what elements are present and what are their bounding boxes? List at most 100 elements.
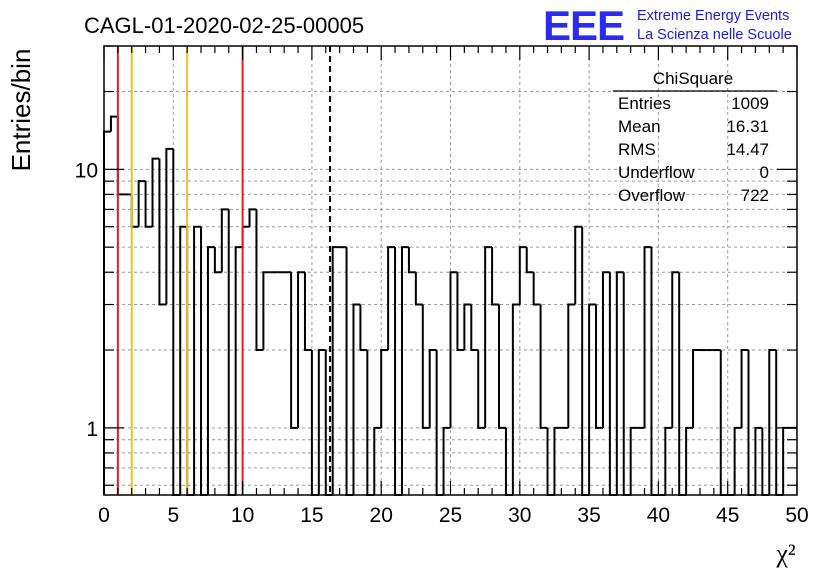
histogram-bin	[193, 225, 202, 495]
histogram-bin	[442, 426, 451, 495]
logo-line-2: La Scienza nelle Scuole	[637, 27, 792, 43]
histogram-bin	[380, 349, 389, 428]
histogram-bin	[692, 349, 700, 428]
histogram-bin	[435, 350, 444, 496]
histogram-bin	[137, 180, 146, 227]
histogram-bin	[213, 247, 222, 274]
histogram-bin	[588, 303, 597, 495]
histogram-bin	[747, 350, 756, 496]
histogram-bin	[414, 272, 423, 306]
stats-label: Overflow	[618, 186, 686, 205]
logo-mark: EEE	[543, 2, 624, 49]
y-tick-label: 10	[75, 159, 98, 182]
histogram-bin	[511, 303, 520, 495]
histogram-bin	[581, 226, 590, 496]
histogram-bin	[220, 208, 229, 273]
stats-box: ChiSquare Entries 1009 Mean 16.31 RMS 14.47 Un…	[613, 69, 777, 205]
histogram-bin	[539, 304, 548, 429]
histogram-bin	[532, 272, 541, 306]
histogram-bin	[103, 130, 111, 495]
histogram-bin	[740, 349, 749, 428]
histogram-bin	[130, 194, 139, 228]
histogram-bin	[595, 304, 603, 429]
histogram-bin	[359, 304, 368, 352]
histogram-bin	[352, 303, 361, 495]
histogram-bin	[116, 116, 125, 196]
histogram-bin	[345, 247, 354, 496]
histogram-bin	[768, 349, 777, 495]
histogram-bin	[151, 157, 160, 227]
histogram-bin	[394, 247, 402, 496]
histogram-bin	[373, 426, 382, 495]
x-axis-label: χ²	[775, 539, 796, 568]
histogram-bin	[567, 303, 576, 428]
stats-value: 722	[741, 186, 769, 205]
x-tick-label: 40	[647, 504, 670, 527]
y-tick-labels: 1 10	[75, 159, 98, 441]
histogram-bin	[484, 246, 493, 428]
stats-label: RMS	[618, 140, 656, 159]
stats-label: Mean	[618, 117, 661, 136]
histogram-bin	[498, 304, 506, 429]
logo-line-1: Extreme Energy Events	[637, 8, 789, 24]
x-tick-label: 20	[370, 504, 393, 527]
histogram-bin	[407, 247, 416, 274]
histogram-bin	[518, 246, 527, 305]
histogram-bin	[574, 225, 583, 305]
histogram-bin	[303, 272, 312, 352]
stats-value: 1009	[731, 94, 769, 113]
histogram-bin	[601, 271, 610, 428]
histogram-bin	[719, 350, 728, 496]
histogram-bin	[470, 304, 479, 352]
histogram-bin	[262, 271, 271, 351]
histogram-bin	[477, 350, 486, 429]
histogram-bin	[317, 349, 326, 495]
histogram-bin	[331, 246, 340, 495]
x-tick-label: 10	[231, 504, 254, 527]
histogram-bin	[671, 271, 680, 428]
histogram-bin	[615, 271, 624, 495]
histogram-bin	[234, 246, 243, 495]
histogram-bin	[525, 247, 534, 274]
histogram-bin	[491, 247, 500, 306]
histogram-bin	[109, 115, 118, 132]
stats-value: 0	[760, 163, 769, 182]
histogram-bin	[387, 246, 396, 351]
x-tick-label: 5	[167, 504, 179, 527]
histogram-bin	[158, 158, 167, 306]
histogram-bin	[622, 272, 631, 496]
histogram-bin	[608, 272, 617, 496]
x-tick-label: 25	[439, 504, 462, 527]
axis-ticks	[103, 45, 798, 495]
x-tick-label: 15	[300, 504, 323, 527]
histogram-bin	[400, 246, 409, 495]
eee-logo: EEE Extreme Energy Events La Scienza nel…	[543, 2, 792, 49]
stats-label: Entries	[618, 94, 671, 113]
histogram-bin	[678, 272, 687, 496]
histogram-bin	[241, 225, 250, 248]
histogram-bin	[456, 272, 465, 352]
stats-name: ChiSquare	[653, 69, 733, 88]
stats-label: Underflow	[618, 163, 695, 182]
histogram-bin	[553, 426, 562, 495]
histogram-bin	[629, 426, 638, 495]
histogram-bin	[165, 147, 174, 305]
x-tick-labels: 0 5 10 15 20 25 30 35 40 45 50	[98, 504, 809, 527]
histogram-bin	[421, 304, 430, 429]
histogram-bin	[643, 246, 652, 428]
stats-value: 16.31	[726, 117, 769, 136]
histogram-bin	[650, 247, 659, 496]
histogram-bin	[172, 148, 181, 496]
histogram-bin	[463, 303, 472, 351]
histogram-bin	[366, 350, 375, 496]
x-tick-label: 0	[98, 504, 110, 527]
histogram-bin	[310, 350, 319, 496]
x-tick-label: 45	[716, 504, 739, 527]
histogram-bin	[206, 246, 215, 495]
y-tick-label: 1	[86, 418, 98, 441]
histogram-bin	[775, 350, 784, 496]
histogram-bin	[664, 426, 673, 495]
histogram-bin	[255, 209, 264, 352]
chart-title: CAGL-01-2020-02-25-00005	[84, 13, 364, 38]
